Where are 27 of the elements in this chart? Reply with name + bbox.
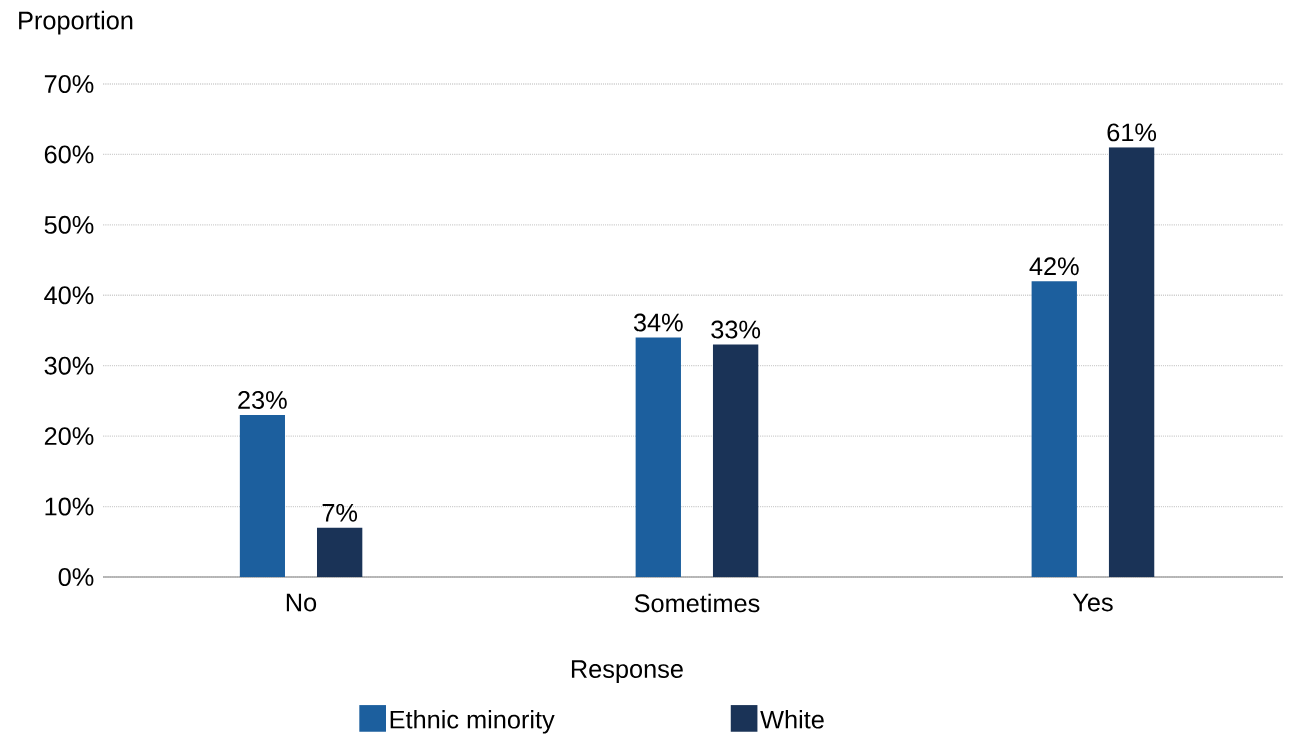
y-tick-label: 60% bbox=[44, 145, 94, 164]
data-label: 33% bbox=[711, 320, 761, 339]
legend-label: Ethnic minority bbox=[390, 710, 555, 734]
data-label: 42% bbox=[1029, 257, 1079, 276]
bar bbox=[239, 415, 285, 577]
x-axis-title: Response bbox=[571, 660, 683, 683]
x-tick-label: Sometimes bbox=[634, 593, 760, 613]
data-label: 34% bbox=[633, 313, 683, 332]
y-tick-label: 10% bbox=[45, 497, 94, 516]
bar bbox=[316, 527, 363, 577]
data-label: 7% bbox=[322, 503, 358, 522]
y-axis-title: Proportion bbox=[19, 10, 133, 35]
bar bbox=[635, 337, 681, 577]
y-tick-label: 70% bbox=[44, 75, 94, 93]
y-tick-label: 20% bbox=[44, 427, 94, 446]
bar bbox=[1108, 147, 1155, 577]
legend-label: White bbox=[760, 710, 824, 729]
data-label: 61% bbox=[1107, 123, 1157, 142]
y-tick-label: 30% bbox=[44, 356, 94, 375]
data-label: 23% bbox=[238, 391, 287, 409]
y-tick-label: 50% bbox=[44, 215, 94, 234]
x-tick-label: Yes bbox=[1072, 593, 1113, 612]
bar bbox=[1031, 281, 1077, 577]
y-tick-label: 40% bbox=[44, 286, 94, 305]
x-tick-label: No bbox=[286, 593, 317, 612]
bar bbox=[712, 344, 759, 577]
y-tick-label: 0% bbox=[58, 568, 94, 586]
